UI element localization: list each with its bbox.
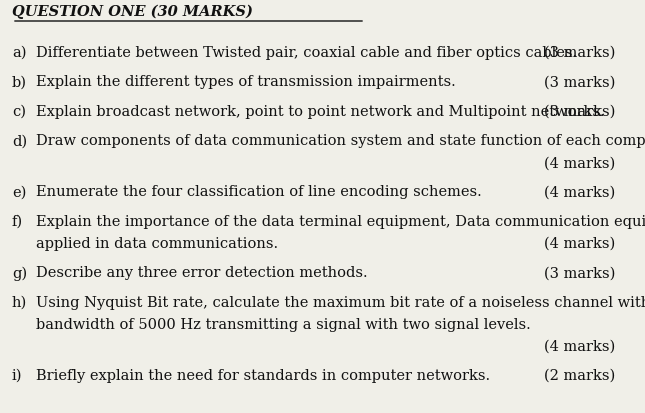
- Text: Draw components of data communication system and state function of each componen: Draw components of data communication sy…: [36, 134, 645, 148]
- Text: Enumerate the four classification of line encoding schemes.: Enumerate the four classification of lin…: [36, 185, 482, 199]
- Text: (3 marks): (3 marks): [544, 266, 615, 280]
- Text: (4 marks): (4 marks): [544, 339, 615, 353]
- Text: (3 marks): (3 marks): [544, 46, 615, 60]
- Text: Using Nyquist Bit rate, calculate the maximum bit rate of a noiseless channel wi: Using Nyquist Bit rate, calculate the ma…: [36, 295, 645, 309]
- Text: (3 marks): (3 marks): [544, 105, 615, 119]
- Text: h): h): [12, 295, 27, 309]
- Text: Explain the importance of the data terminal equipment, Data communication equipm: Explain the importance of the data termi…: [36, 214, 645, 228]
- Text: Briefly explain the need for standards in computer networks.: Briefly explain the need for standards i…: [36, 368, 490, 382]
- Text: QUESTION ONE (30 MARKS): QUESTION ONE (30 MARKS): [12, 5, 253, 19]
- Text: bandwidth of 5000 Hz transmitting a signal with two signal levels.: bandwidth of 5000 Hz transmitting a sign…: [36, 317, 531, 331]
- Text: (4 marks): (4 marks): [544, 156, 615, 170]
- Text: Explain the different types of transmission impairments.: Explain the different types of transmiss…: [36, 75, 456, 89]
- Text: a): a): [12, 46, 26, 60]
- Text: Differentiate between Twisted pair, coaxial cable and fiber optics cables.: Differentiate between Twisted pair, coax…: [36, 46, 577, 60]
- Text: i): i): [12, 368, 23, 382]
- Text: Describe any three error detection methods.: Describe any three error detection metho…: [36, 266, 368, 280]
- Text: applied in data communications.: applied in data communications.: [36, 236, 278, 250]
- Text: Explain broadcast network, point to point network and Multipoint networks.: Explain broadcast network, point to poin…: [36, 105, 604, 119]
- Text: e): e): [12, 185, 26, 199]
- Text: (2 marks): (2 marks): [544, 368, 615, 382]
- Text: f): f): [12, 214, 23, 228]
- Text: g): g): [12, 266, 27, 280]
- Text: (4 marks): (4 marks): [544, 185, 615, 199]
- Text: d): d): [12, 134, 27, 148]
- Text: c): c): [12, 105, 26, 119]
- Text: (4 marks): (4 marks): [544, 236, 615, 250]
- Text: (3 marks): (3 marks): [544, 75, 615, 89]
- Text: b): b): [12, 75, 27, 89]
